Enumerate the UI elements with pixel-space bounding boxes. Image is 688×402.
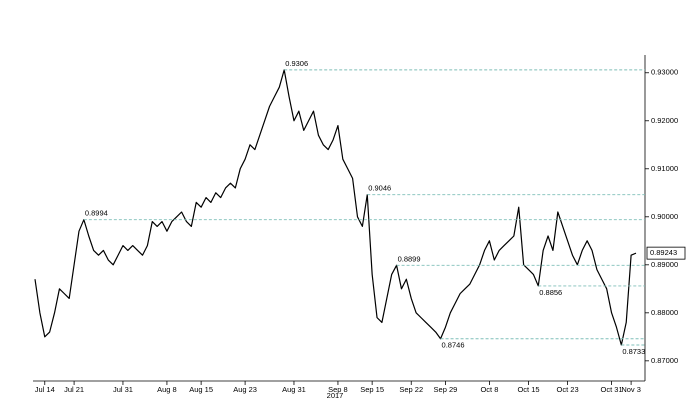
- last-value-box: [646, 246, 686, 260]
- x-tick-label: Jul 14: [35, 385, 55, 394]
- x-tick-label: Sep 15: [360, 385, 384, 394]
- y-tick-label: 0.89000: [651, 260, 678, 269]
- annotation-label: 0.9046: [368, 184, 391, 193]
- y-tick-label: 0.88000: [651, 308, 678, 317]
- x-tick-label: Aug 31: [282, 385, 306, 394]
- annotation-label: 0.8899: [398, 254, 421, 263]
- price-line: [34, 69, 637, 346]
- y-tick-label: 0.90000: [651, 212, 678, 221]
- x-tick-label: Aug 15: [189, 385, 213, 394]
- x-tick-label: Jul 21: [64, 385, 84, 394]
- x-tick-label: Aug 23: [233, 385, 257, 394]
- last-value-label: 0.89243: [650, 248, 677, 257]
- x-tick-label: Sep 29: [434, 385, 458, 394]
- annotation-label: 0.8994: [85, 209, 108, 218]
- x-tick-label: Oct 8: [480, 385, 498, 394]
- annotation-label: 0.8746: [442, 341, 465, 350]
- y-tick-label: 0.87000: [651, 356, 678, 365]
- annotation-label: 0.9306: [285, 59, 308, 68]
- x-axis-label: 2017: [327, 391, 344, 400]
- x-tick-label: Oct 31: [601, 385, 623, 394]
- x-tick-label: Jul 31: [113, 385, 133, 394]
- x-tick-label: Nov 3: [621, 385, 641, 394]
- x-tick-label: Sep 22: [399, 385, 423, 394]
- annotation-label: 0.8733: [622, 347, 645, 356]
- y-tick-label: 0.93000: [651, 68, 678, 77]
- y-tick-label: 0.92000: [651, 116, 678, 125]
- x-tick-label: Aug 8: [157, 385, 177, 394]
- y-tick-label: 0.91000: [651, 164, 678, 173]
- x-tick-label: Oct 15: [517, 385, 539, 394]
- x-tick-label: Oct 23: [557, 385, 579, 394]
- annotation-label: 0.8856: [539, 288, 562, 297]
- x-tick-label: Sep 8: [328, 385, 348, 394]
